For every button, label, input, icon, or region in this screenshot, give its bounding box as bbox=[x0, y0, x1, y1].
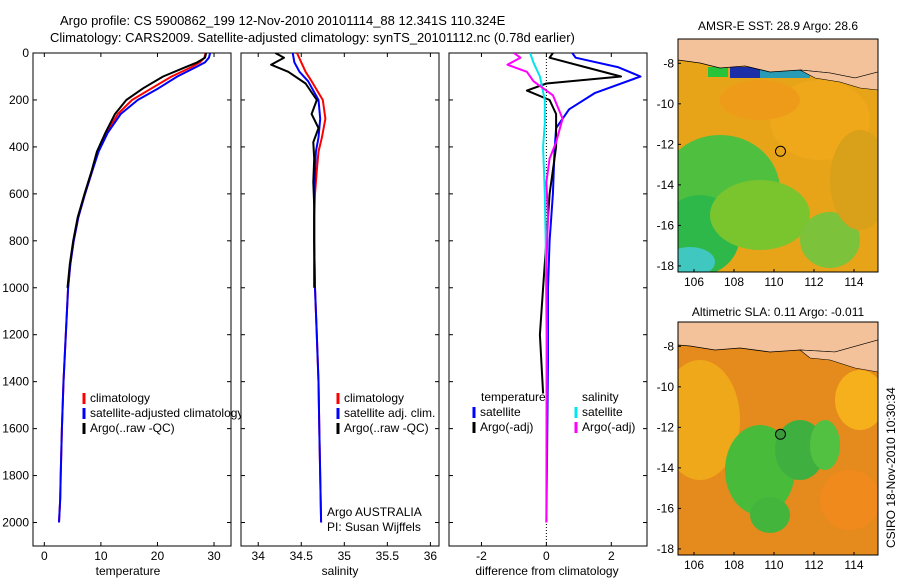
temperature-xtick-label: 10 bbox=[94, 549, 108, 563]
sst-argo-float-marker bbox=[774, 145, 786, 157]
salinity-panel: 34 34.5 35 35.5 36 salinity climatologysatel… bbox=[240, 52, 440, 578]
pi-label: PI: Susan Wijffels bbox=[327, 520, 421, 534]
temperature-ytick-label: 2000 bbox=[2, 516, 29, 530]
temperature-ytick-label: 0 bbox=[22, 46, 29, 60]
difference-salt-legend-label: Argo(-adj) bbox=[582, 420, 635, 434]
salinity-xtick-label: 34 bbox=[252, 549, 266, 563]
difference-temp-legend-label: satellite bbox=[480, 405, 521, 419]
difference-series-3 bbox=[506, 53, 564, 523]
salinity-xtick-label: 34.5 bbox=[290, 549, 314, 563]
temperature-ytick-label: 1200 bbox=[2, 328, 29, 342]
temperature-xtick-label: 20 bbox=[151, 549, 165, 563]
difference-temp-legend-label: Argo(-adj) bbox=[480, 420, 533, 434]
temperature-xlabel: temperature bbox=[96, 564, 161, 578]
salinity-legend-label: satellite adj. clim. bbox=[344, 406, 435, 420]
difference-xtick-label: 2 bbox=[608, 549, 615, 563]
timestamp-side-text: CSIRO 18-Nov-2010 10:30:34 bbox=[884, 387, 898, 548]
salinity-xtick-label: 35 bbox=[338, 549, 352, 563]
figure-title-line-2: Climatology: CARS2009. Satellite-adjuste… bbox=[50, 30, 575, 45]
sst-map-xtick-label: 110 bbox=[764, 275, 783, 289]
sla-map-ytick-label: -8 bbox=[663, 339, 674, 353]
sla-map-xtick-label: 114 bbox=[844, 558, 863, 572]
sla-argo-float-marker bbox=[774, 428, 786, 440]
temperature-series-2 bbox=[66, 53, 208, 288]
temperature-panel: 0 10 20 30 0 200 400 600 800 1000 1200 1400 1600 1800… bbox=[2, 46, 243, 578]
temperature-ytick-label: 1000 bbox=[2, 281, 29, 295]
sla-map-ytick-label: -14 bbox=[657, 461, 675, 475]
sla-map-xtick-label: 106 bbox=[684, 558, 704, 572]
temperature-ytick-label: 1600 bbox=[2, 422, 29, 436]
difference-panel: -2 0 2 difference from climatology tempera… bbox=[448, 52, 648, 578]
sst-map-xtick-label: 108 bbox=[724, 275, 744, 289]
temperature-ytick-label: 200 bbox=[9, 93, 29, 107]
diff-legend-salinity-title: salinity bbox=[582, 390, 619, 404]
sla-map-ytick-label: -12 bbox=[657, 420, 675, 434]
sst-map-ytick-label: -16 bbox=[657, 218, 675, 232]
sla-map-panel: Altimetric SLA: 0.11 Argo: -0.011 106 108… bbox=[657, 305, 879, 572]
temperature-xtick-label: 0 bbox=[41, 549, 48, 563]
sst-map-title: AMSR-E SST: 28.9 Argo: 28.6 bbox=[698, 19, 858, 33]
sla-map-xtick-label: 112 bbox=[804, 558, 823, 572]
argo-program-label: Argo AUSTRALIA bbox=[327, 505, 422, 519]
salinity-series-2 bbox=[270, 53, 320, 288]
difference-xtick-label: 0 bbox=[543, 549, 550, 563]
sst-map-xtick-label: 114 bbox=[844, 275, 863, 289]
salinity-xlabel: salinity bbox=[322, 564, 359, 578]
sla-map-xtick-label: 108 bbox=[724, 558, 744, 572]
sla-map-xtick-label: 110 bbox=[764, 558, 783, 572]
sst-map-xtick-label: 112 bbox=[804, 275, 823, 289]
sst-map-ytick-label: -14 bbox=[657, 178, 675, 192]
difference-xtick-label: -2 bbox=[476, 549, 487, 563]
sst-map-ytick-label: -18 bbox=[657, 259, 675, 273]
difference-xlabel: difference from climatology bbox=[475, 564, 618, 578]
temperature-ytick-label: 400 bbox=[9, 140, 29, 154]
salinity-xtick-label: 36 bbox=[424, 549, 438, 563]
difference-series-1 bbox=[525, 53, 622, 394]
temperature-legend-label: climatology bbox=[90, 391, 150, 405]
temperature-legend-label: satellite-adjusted climatology bbox=[90, 406, 243, 420]
salinity-legend-label: climatology bbox=[344, 391, 404, 405]
temperature-legend-label: Argo(..raw -QC) bbox=[90, 421, 175, 435]
temperature-ytick-label: 1400 bbox=[2, 375, 29, 389]
salinity-series-1 bbox=[291, 53, 323, 523]
temperature-xtick-label: 30 bbox=[207, 549, 221, 563]
sla-map-ytick-label: -16 bbox=[657, 501, 675, 515]
salinity-xtick-label: 35.5 bbox=[376, 549, 400, 563]
sst-map-ytick-label: -8 bbox=[663, 56, 674, 70]
sst-map-xtick-label: 106 bbox=[684, 275, 704, 289]
temperature-ytick-label: 1800 bbox=[2, 469, 29, 483]
sla-map-title: Altimetric SLA: 0.11 Argo: -0.011 bbox=[692, 305, 865, 319]
salinity-legend-label: Argo(..raw -QC) bbox=[344, 421, 429, 435]
sla-map-ytick-label: -10 bbox=[657, 380, 675, 394]
temperature-ytick-label: 600 bbox=[9, 187, 29, 201]
sst-map-panel: AMSR-E SST: 28.9 Argo: 28.6 106 108 110 112… bbox=[657, 19, 879, 289]
sst-map-ytick-label: -12 bbox=[657, 137, 675, 151]
temperature-ytick-label: 800 bbox=[9, 234, 29, 248]
diff-legend-temperature-title: temperature bbox=[481, 390, 546, 404]
figure-title-line-1: Argo profile: CS 5900862_199 12-Nov-2010… bbox=[60, 13, 506, 28]
sla-map-ytick-label: -18 bbox=[657, 542, 675, 556]
difference-salt-legend-label: satellite bbox=[582, 405, 623, 419]
sst-map-ytick-label: -10 bbox=[657, 97, 675, 111]
